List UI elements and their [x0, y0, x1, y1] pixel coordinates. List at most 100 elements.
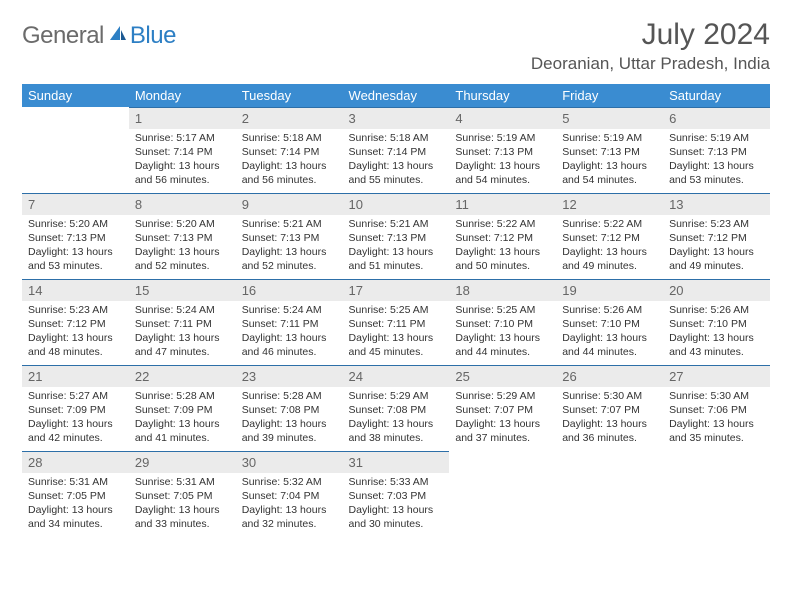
day-number: 13 [663, 193, 770, 215]
day-number: 5 [556, 107, 663, 129]
calendar-day-cell: 29Sunrise: 5:31 AMSunset: 7:05 PMDayligh… [129, 451, 236, 537]
calendar-week-row: 7Sunrise: 5:20 AMSunset: 7:13 PMDaylight… [22, 193, 770, 279]
day-details: Sunrise: 5:28 AMSunset: 7:09 PMDaylight:… [129, 387, 236, 450]
logo-sail-icon [108, 24, 128, 49]
weekday-header: Sunday [22, 84, 129, 107]
day-number: 20 [663, 279, 770, 301]
day-number: 9 [236, 193, 343, 215]
calendar-day-cell: 19Sunrise: 5:26 AMSunset: 7:10 PMDayligh… [556, 279, 663, 365]
calendar-day-cell: 18Sunrise: 5:25 AMSunset: 7:10 PMDayligh… [449, 279, 556, 365]
day-details: Sunrise: 5:23 AMSunset: 7:12 PMDaylight:… [22, 301, 129, 364]
day-details: Sunrise: 5:26 AMSunset: 7:10 PMDaylight:… [556, 301, 663, 364]
day-details: Sunrise: 5:29 AMSunset: 7:07 PMDaylight:… [449, 387, 556, 450]
calendar-day-cell: 22Sunrise: 5:28 AMSunset: 7:09 PMDayligh… [129, 365, 236, 451]
day-number: 10 [343, 193, 450, 215]
day-number: 14 [22, 279, 129, 301]
month-title: July 2024 [531, 18, 770, 52]
weekday-header: Saturday [663, 84, 770, 107]
day-number: 24 [343, 365, 450, 387]
day-details: Sunrise: 5:17 AMSunset: 7:14 PMDaylight:… [129, 129, 236, 192]
title-block: July 2024 Deoranian, Uttar Pradesh, Indi… [531, 18, 770, 74]
calendar-body: 1Sunrise: 5:17 AMSunset: 7:14 PMDaylight… [22, 107, 770, 537]
calendar-day-cell: 30Sunrise: 5:32 AMSunset: 7:04 PMDayligh… [236, 451, 343, 537]
day-details: Sunrise: 5:31 AMSunset: 7:05 PMDaylight:… [22, 473, 129, 536]
calendar-day-cell: 25Sunrise: 5:29 AMSunset: 7:07 PMDayligh… [449, 365, 556, 451]
day-number: 6 [663, 107, 770, 129]
header: General Blue July 2024 Deoranian, Uttar … [22, 18, 770, 74]
day-details: Sunrise: 5:19 AMSunset: 7:13 PMDaylight:… [663, 129, 770, 192]
day-number: 7 [22, 193, 129, 215]
day-number: 21 [22, 365, 129, 387]
calendar-day-cell: 24Sunrise: 5:29 AMSunset: 7:08 PMDayligh… [343, 365, 450, 451]
day-details: Sunrise: 5:18 AMSunset: 7:14 PMDaylight:… [236, 129, 343, 192]
day-details: Sunrise: 5:19 AMSunset: 7:13 PMDaylight:… [556, 129, 663, 192]
calendar-day-cell: 31Sunrise: 5:33 AMSunset: 7:03 PMDayligh… [343, 451, 450, 537]
calendar-week-row: 21Sunrise: 5:27 AMSunset: 7:09 PMDayligh… [22, 365, 770, 451]
day-number: 23 [236, 365, 343, 387]
calendar-week-row: 14Sunrise: 5:23 AMSunset: 7:12 PMDayligh… [22, 279, 770, 365]
day-number: 16 [236, 279, 343, 301]
calendar-day-cell: 17Sunrise: 5:25 AMSunset: 7:11 PMDayligh… [343, 279, 450, 365]
day-number: 19 [556, 279, 663, 301]
day-details: Sunrise: 5:25 AMSunset: 7:11 PMDaylight:… [343, 301, 450, 364]
day-number: 18 [449, 279, 556, 301]
calendar-day-cell: 1Sunrise: 5:17 AMSunset: 7:14 PMDaylight… [129, 107, 236, 193]
day-number: 30 [236, 451, 343, 473]
calendar-table: SundayMondayTuesdayWednesdayThursdayFrid… [22, 84, 770, 537]
calendar-day-cell: 13Sunrise: 5:23 AMSunset: 7:12 PMDayligh… [663, 193, 770, 279]
day-number: 22 [129, 365, 236, 387]
calendar-day-cell: 27Sunrise: 5:30 AMSunset: 7:06 PMDayligh… [663, 365, 770, 451]
day-number: 25 [449, 365, 556, 387]
calendar-day-cell: 26Sunrise: 5:30 AMSunset: 7:07 PMDayligh… [556, 365, 663, 451]
weekday-header: Monday [129, 84, 236, 107]
calendar-day-cell: 4Sunrise: 5:19 AMSunset: 7:13 PMDaylight… [449, 107, 556, 193]
day-details: Sunrise: 5:19 AMSunset: 7:13 PMDaylight:… [449, 129, 556, 192]
weekday-header: Friday [556, 84, 663, 107]
day-number: 4 [449, 107, 556, 129]
day-details: Sunrise: 5:27 AMSunset: 7:09 PMDaylight:… [22, 387, 129, 450]
calendar-day-cell: 14Sunrise: 5:23 AMSunset: 7:12 PMDayligh… [22, 279, 129, 365]
day-details: Sunrise: 5:22 AMSunset: 7:12 PMDaylight:… [556, 215, 663, 278]
day-details: Sunrise: 5:18 AMSunset: 7:14 PMDaylight:… [343, 129, 450, 192]
calendar-day-cell: 23Sunrise: 5:28 AMSunset: 7:08 PMDayligh… [236, 365, 343, 451]
day-number: 27 [663, 365, 770, 387]
calendar-day-cell: 11Sunrise: 5:22 AMSunset: 7:12 PMDayligh… [449, 193, 556, 279]
day-details: Sunrise: 5:20 AMSunset: 7:13 PMDaylight:… [22, 215, 129, 278]
day-details: Sunrise: 5:25 AMSunset: 7:10 PMDaylight:… [449, 301, 556, 364]
calendar-week-row: 28Sunrise: 5:31 AMSunset: 7:05 PMDayligh… [22, 451, 770, 537]
day-details: Sunrise: 5:33 AMSunset: 7:03 PMDaylight:… [343, 473, 450, 536]
day-number: 26 [556, 365, 663, 387]
calendar-day-cell [22, 107, 129, 193]
day-details: Sunrise: 5:31 AMSunset: 7:05 PMDaylight:… [129, 473, 236, 536]
day-details: Sunrise: 5:30 AMSunset: 7:07 PMDaylight:… [556, 387, 663, 450]
day-details: Sunrise: 5:32 AMSunset: 7:04 PMDaylight:… [236, 473, 343, 536]
calendar-day-cell: 21Sunrise: 5:27 AMSunset: 7:09 PMDayligh… [22, 365, 129, 451]
location-text: Deoranian, Uttar Pradesh, India [531, 54, 770, 74]
calendar-day-cell: 5Sunrise: 5:19 AMSunset: 7:13 PMDaylight… [556, 107, 663, 193]
weekday-header: Wednesday [343, 84, 450, 107]
calendar-day-cell: 3Sunrise: 5:18 AMSunset: 7:14 PMDaylight… [343, 107, 450, 193]
calendar-day-cell: 28Sunrise: 5:31 AMSunset: 7:05 PMDayligh… [22, 451, 129, 537]
calendar-day-cell: 16Sunrise: 5:24 AMSunset: 7:11 PMDayligh… [236, 279, 343, 365]
brand-logo: General Blue [22, 22, 176, 50]
weekday-header: Tuesday [236, 84, 343, 107]
day-number: 8 [129, 193, 236, 215]
day-number: 28 [22, 451, 129, 473]
day-number: 29 [129, 451, 236, 473]
day-details: Sunrise: 5:26 AMSunset: 7:10 PMDaylight:… [663, 301, 770, 364]
day-details: Sunrise: 5:24 AMSunset: 7:11 PMDaylight:… [129, 301, 236, 364]
day-number: 12 [556, 193, 663, 215]
day-number: 31 [343, 451, 450, 473]
day-details: Sunrise: 5:20 AMSunset: 7:13 PMDaylight:… [129, 215, 236, 278]
day-details: Sunrise: 5:29 AMSunset: 7:08 PMDaylight:… [343, 387, 450, 450]
calendar-day-cell: 2Sunrise: 5:18 AMSunset: 7:14 PMDaylight… [236, 107, 343, 193]
calendar-day-cell: 12Sunrise: 5:22 AMSunset: 7:12 PMDayligh… [556, 193, 663, 279]
day-number: 2 [236, 107, 343, 129]
weekday-header-row: SundayMondayTuesdayWednesdayThursdayFrid… [22, 84, 770, 107]
day-number: 17 [343, 279, 450, 301]
day-number: 11 [449, 193, 556, 215]
day-number: 1 [129, 107, 236, 129]
calendar-week-row: 1Sunrise: 5:17 AMSunset: 7:14 PMDaylight… [22, 107, 770, 193]
calendar-day-cell [556, 451, 663, 537]
day-details: Sunrise: 5:22 AMSunset: 7:12 PMDaylight:… [449, 215, 556, 278]
